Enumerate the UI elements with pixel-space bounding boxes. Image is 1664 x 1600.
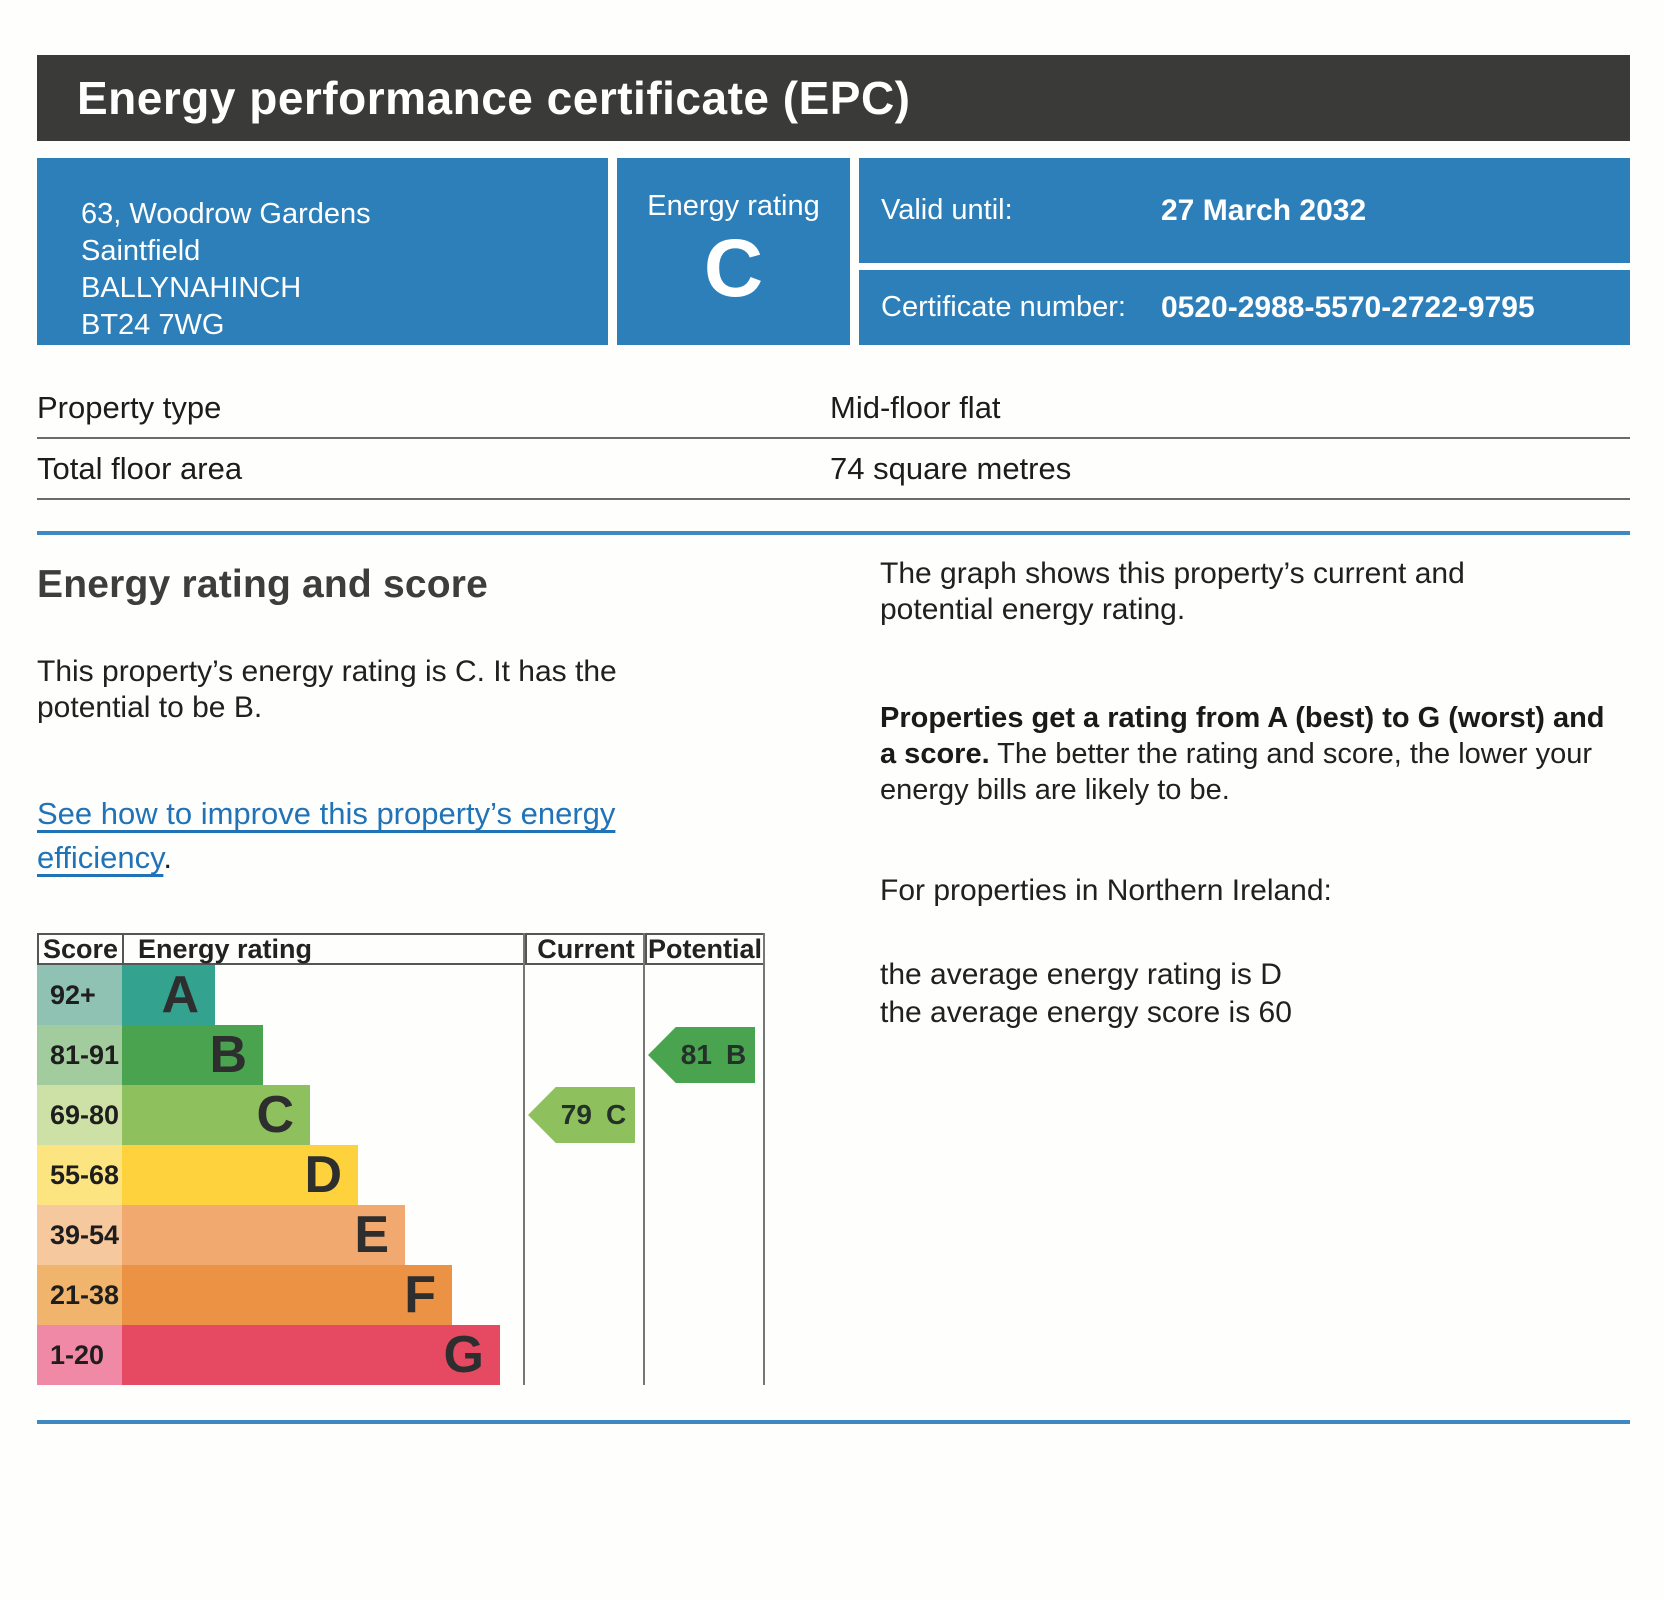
address-line: BT24 7WG <box>81 309 225 341</box>
band-bar-a: A <box>122 965 215 1025</box>
band-score-range: 92+ <box>37 965 122 1025</box>
valid-until-row: Valid until: 27 March 2032 <box>859 158 1630 263</box>
band-bar-c: C <box>122 1085 310 1145</box>
rating-explainer-text: Properties get a rating from A (best) to… <box>880 700 1610 808</box>
band-bar-d: D <box>122 1145 358 1205</box>
chart-column-divider <box>643 933 645 1385</box>
band-bar-e: E <box>122 1205 405 1265</box>
epc-band-row-d: 55-68 D <box>37 1145 765 1205</box>
section-heading: Energy rating and score <box>37 563 489 606</box>
property-address: 63, Woodrow Gardens Saintfield BALLYNAHI… <box>37 158 608 345</box>
band-letter: G <box>443 1326 484 1384</box>
section-divider-top <box>37 531 1630 535</box>
page-title-banner: Energy performance certificate (EPC) <box>37 55 1630 141</box>
valid-until-label: Valid until: <box>881 194 1013 226</box>
band-letter: E <box>354 1206 389 1264</box>
certificate-number-value: 0520-2988-5570-2722-9795 <box>1161 290 1535 324</box>
floor-area-label: Total floor area <box>37 450 243 486</box>
column-header-energy-rating: Energy rating <box>122 934 525 964</box>
table-row: Property type Mid-floor flat <box>37 378 1630 439</box>
rating-intro-text: This property’s energy rating is C. It h… <box>37 655 617 724</box>
column-header-current: Current <box>525 934 645 964</box>
epc-band-row-g: 1-20 G <box>37 1325 765 1385</box>
band-bar-f: F <box>122 1265 452 1325</box>
current-score: 79 <box>560 1099 592 1130</box>
current-letter: C <box>605 1099 627 1130</box>
improve-efficiency-link[interactable]: See how to improve this property’s energ… <box>37 796 616 875</box>
potential-letter: B <box>725 1039 747 1070</box>
band-score-range: 39-54 <box>37 1205 122 1265</box>
epc-band-row-c: 69-80 C <box>37 1085 765 1145</box>
band-score-range: 55-68 <box>37 1145 122 1205</box>
address-line: Saintfield <box>81 235 201 267</box>
chart-column-divider <box>523 933 525 1385</box>
epc-chart-body: 92+ A 81-91 B 69-80 C 55-68 D 39-54 E 21-38 F 1-20 G <box>37 965 765 1385</box>
northern-ireland-heading: For properties in Northern Ireland: <box>880 874 1332 907</box>
section-divider-bottom <box>37 1420 1630 1424</box>
table-row: Total floor area 74 square metres <box>37 439 1630 500</box>
northern-ireland-averages: the average energy rating is D the avera… <box>880 956 1600 1032</box>
epc-band-row-b: 81-91 B <box>37 1025 765 1085</box>
rating-explainer-bold: Properties get a rating from A (best) to… <box>880 702 1605 770</box>
summary-panel: 63, Woodrow Gardens Saintfield BALLYNAHI… <box>37 158 1630 345</box>
band-letter: F <box>404 1266 436 1324</box>
certificate-meta: Valid until: 27 March 2032 Certificate n… <box>859 158 1630 345</box>
epc-band-row-e: 39-54 E <box>37 1205 765 1265</box>
floor-area-value: 74 square metres <box>830 450 1072 486</box>
band-bar-b: B <box>122 1025 263 1085</box>
band-letter: A <box>161 966 199 1024</box>
property-type-value: Mid-floor flat <box>830 389 1001 425</box>
improve-efficiency-link-block: See how to improve this property’s energ… <box>37 792 622 880</box>
rating-explainer-rest: The better the rating and score, the low… <box>880 738 1592 806</box>
potential-score: 81 <box>680 1039 712 1070</box>
address-line: 63, Woodrow Gardens <box>81 198 371 230</box>
property-details-table: Property type Mid-floor flat Total floor… <box>37 378 1630 500</box>
valid-until-value: 27 March 2032 <box>1161 193 1367 227</box>
band-score-range: 1-20 <box>37 1325 122 1385</box>
certificate-number-label: Certificate number: <box>881 291 1126 323</box>
band-letter: B <box>209 1026 247 1084</box>
average-rating-text: the average energy rating is D <box>880 958 1282 991</box>
property-type-label: Property type <box>37 389 222 425</box>
address-line: BALLYNAHINCH <box>81 272 302 304</box>
band-letter: D <box>304 1146 342 1204</box>
energy-rating-label: Energy rating <box>647 190 820 222</box>
column-header-potential: Potential <box>645 934 765 964</box>
certificate-number-row: Certificate number: 0520-2988-5570-2722-… <box>859 270 1630 345</box>
average-score-text: the average energy score is 60 <box>880 996 1292 1029</box>
band-bar-g: G <box>122 1325 500 1385</box>
page-title: Energy performance certificate (EPC) <box>77 72 911 124</box>
epc-chart-header: Score Energy rating Current Potential <box>37 933 765 965</box>
epc-rating-chart: Score Energy rating Current Potential 92… <box>37 933 765 1385</box>
band-score-range: 21-38 <box>37 1265 122 1325</box>
chart-column-divider <box>763 933 765 1385</box>
energy-rating-badge: Energy rating C <box>617 158 850 345</box>
graph-caption-text: The graph shows this property’s current … <box>880 557 1465 626</box>
link-period: . <box>163 840 172 875</box>
band-score-range: 81-91 <box>37 1025 122 1085</box>
band-letter: C <box>256 1086 294 1144</box>
energy-rating-value: C <box>703 223 764 314</box>
column-header-score: Score <box>37 934 122 964</box>
epc-band-row-a: 92+ A <box>37 965 765 1025</box>
band-score-range: 69-80 <box>37 1085 122 1145</box>
epc-band-row-f: 21-38 F <box>37 1265 765 1325</box>
